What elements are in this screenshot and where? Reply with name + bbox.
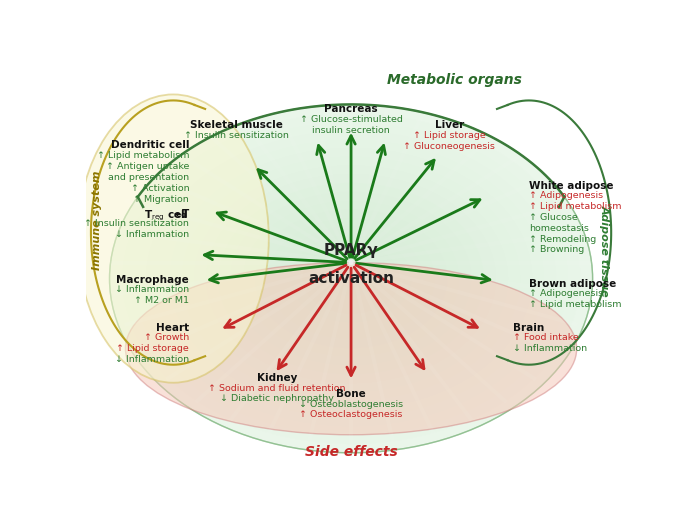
Text: ↓ Inflammation: ↓ Inflammation bbox=[115, 285, 189, 294]
Text: ↑ Insulin sensitization: ↑ Insulin sensitization bbox=[184, 131, 289, 140]
Text: ↑ Lipid metabolism: ↑ Lipid metabolism bbox=[97, 151, 189, 160]
Text: ↑ Osteoclastogenesis: ↑ Osteoclastogenesis bbox=[299, 410, 403, 419]
Text: ↑ Adipogenesis: ↑ Adipogenesis bbox=[529, 290, 603, 298]
Text: ↑ Growth: ↑ Growth bbox=[144, 333, 189, 343]
Text: insulin secretion: insulin secretion bbox=[312, 126, 390, 135]
Text: ↑ Gluconeogenesis: ↑ Gluconeogenesis bbox=[403, 142, 495, 151]
Text: ↑ Activation: ↑ Activation bbox=[131, 184, 189, 193]
Text: Heart: Heart bbox=[156, 322, 189, 333]
Text: ↑ Lipid storage: ↑ Lipid storage bbox=[116, 344, 189, 353]
Text: ↓ Inflammation: ↓ Inflammation bbox=[513, 344, 587, 353]
Ellipse shape bbox=[110, 105, 593, 453]
Text: ↑ Food intake: ↑ Food intake bbox=[513, 333, 579, 343]
Text: ↑ Lipid metabolism: ↑ Lipid metabolism bbox=[529, 300, 621, 309]
Text: Macrophage: Macrophage bbox=[116, 275, 189, 284]
Text: homeostasis: homeostasis bbox=[529, 224, 589, 233]
Text: Metabolic organs: Metabolic organs bbox=[387, 73, 522, 87]
Text: ↓ Diabetic nephropathy: ↓ Diabetic nephropathy bbox=[220, 394, 334, 404]
Text: T: T bbox=[182, 209, 189, 218]
Text: Adipose tissue: Adipose tissue bbox=[600, 205, 610, 296]
Text: ↓ Inflammation: ↓ Inflammation bbox=[115, 230, 189, 239]
Text: reg: reg bbox=[173, 212, 186, 218]
Text: Brown adipose: Brown adipose bbox=[529, 279, 616, 289]
Text: PPARγ: PPARγ bbox=[324, 243, 378, 258]
Text: ↑ Adipogenesis: ↑ Adipogenesis bbox=[529, 191, 603, 200]
Text: Skeletal muscle: Skeletal muscle bbox=[190, 121, 284, 131]
Text: T$_{\mathrm{reg}}$ cell: T$_{\mathrm{reg}}$ cell bbox=[145, 209, 189, 223]
Text: Dendritic cell: Dendritic cell bbox=[111, 140, 189, 150]
Text: ↑ Antigen uptake: ↑ Antigen uptake bbox=[105, 162, 189, 171]
Ellipse shape bbox=[77, 95, 269, 383]
Text: Bone: Bone bbox=[336, 389, 366, 399]
Text: ↑ Lipid storage: ↑ Lipid storage bbox=[413, 131, 486, 140]
Text: Kidney: Kidney bbox=[257, 373, 297, 383]
Text: ↑ Sodium and fluid retention: ↑ Sodium and fluid retention bbox=[208, 384, 345, 393]
Text: ↑ Migration: ↑ Migration bbox=[134, 194, 189, 203]
Text: ↑ Insulin sensitization: ↑ Insulin sensitization bbox=[84, 219, 189, 228]
Text: ↑ Glucose: ↑ Glucose bbox=[529, 213, 577, 222]
Text: ↓ Inflammation: ↓ Inflammation bbox=[115, 355, 189, 364]
Text: Tᵣₑᵧ cell: Tᵣₑᵧ cell bbox=[145, 209, 189, 218]
Text: ↑ M2 or M1: ↑ M2 or M1 bbox=[134, 296, 189, 305]
Text: ↓ Osteoblastogenesis: ↓ Osteoblastogenesis bbox=[299, 399, 403, 409]
Text: and presentation: and presentation bbox=[108, 173, 189, 182]
Text: ↑ Browning: ↑ Browning bbox=[529, 245, 584, 254]
Text: Side effects: Side effects bbox=[305, 445, 397, 459]
Text: Brain: Brain bbox=[513, 322, 544, 333]
Text: White adipose: White adipose bbox=[529, 180, 613, 190]
Text: Liver: Liver bbox=[435, 121, 464, 131]
Text: ↑ Glucose-stimulated: ↑ Glucose-stimulated bbox=[299, 115, 403, 124]
Ellipse shape bbox=[125, 263, 577, 435]
Text: activation: activation bbox=[308, 271, 394, 286]
Text: Immune system: Immune system bbox=[92, 171, 102, 270]
Text: ↑ Lipid metabolism: ↑ Lipid metabolism bbox=[529, 202, 621, 211]
Text: Pancreas: Pancreas bbox=[324, 105, 378, 114]
Text: ↑ Remodeling: ↑ Remodeling bbox=[529, 235, 596, 243]
